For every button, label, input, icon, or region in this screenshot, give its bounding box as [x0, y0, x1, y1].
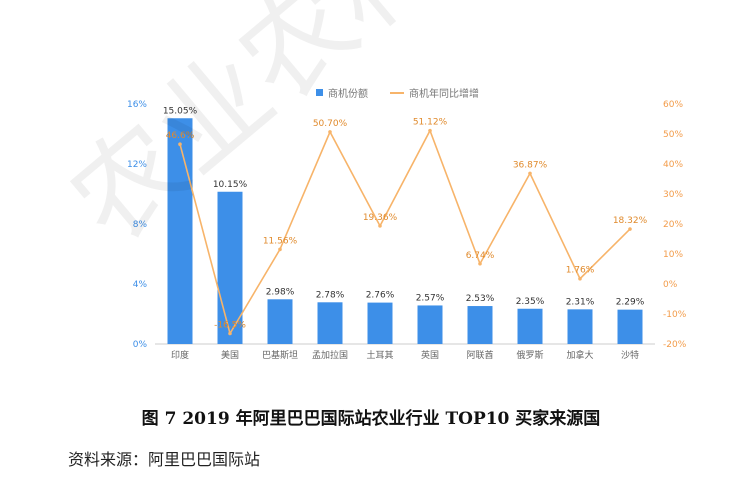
x-tick-label: 印度 — [171, 349, 189, 361]
y-right-tick-label: 10% — [663, 250, 683, 260]
bar — [267, 299, 293, 344]
figure-caption: 图 7 2019 年阿里巴巴国际站农业行业 TOP10 买家来源国 — [141, 409, 601, 429]
line-value-label: -16.5% — [214, 321, 246, 331]
bar — [567, 309, 593, 344]
line-point — [228, 331, 232, 336]
legend-item-line: 商机年同比增增 — [390, 85, 479, 100]
y-right-tick-label: 50% — [663, 130, 683, 140]
line-point — [528, 171, 532, 176]
line-point — [628, 227, 632, 231]
x-tick-label: 英国 — [421, 349, 439, 361]
legend-item-bar: 商机份额 — [316, 85, 368, 100]
bar-value-label: 2.76% — [366, 291, 395, 301]
line-point — [278, 247, 282, 252]
bar-value-label: 2.31% — [566, 297, 595, 307]
bar-value-label: 2.29% — [616, 298, 645, 308]
line-value-label: 1.76% — [566, 266, 595, 276]
bar-value-label: 2.78% — [316, 290, 345, 300]
bar — [417, 305, 443, 344]
x-tick-label: 巴基斯坦 — [262, 349, 298, 361]
line-value-label: 36.87% — [513, 160, 548, 170]
y-right-tick-label: 40% — [663, 160, 683, 170]
bar — [167, 118, 193, 344]
bar-value-label: 15.05% — [163, 106, 198, 116]
line-value-label: 51.12% — [413, 118, 448, 128]
legend-line-swatch — [390, 91, 404, 94]
line-point — [578, 276, 582, 281]
y-right-tick-label: 0% — [663, 280, 678, 290]
line-value-label: 19.36% — [363, 213, 398, 223]
line-point — [178, 142, 182, 146]
y-left-tick-label: 0% — [133, 340, 148, 350]
growth-line — [179, 128, 631, 336]
line-point — [478, 261, 482, 266]
bar-value-label: 2.57% — [416, 293, 445, 303]
y-left-tick-label: 8% — [133, 220, 148, 230]
bar-value-label: 2.98% — [266, 287, 295, 297]
x-tick-label: 俄罗斯 — [516, 349, 543, 361]
bar-value-label: 10.15% — [213, 180, 248, 190]
line-value-label: 6.74% — [466, 251, 495, 261]
x-tick-label: 孟加拉国 — [312, 349, 348, 361]
legend-bar-swatch — [316, 89, 323, 96]
y-left-tick-label: 12% — [127, 160, 147, 170]
bar — [367, 302, 393, 344]
legend-bar-label: 商机份额 — [328, 89, 368, 100]
y-left-tick-label: 4% — [133, 280, 148, 290]
bar — [517, 308, 543, 344]
line-point — [428, 128, 432, 133]
bar — [617, 309, 643, 344]
source-note: 资料来源：阿里巴巴国际站 — [68, 450, 261, 469]
x-tick-label: 加拿大 — [566, 349, 593, 361]
x-tick-label: 美国 — [221, 349, 239, 361]
legend-line-label: 商机年同比增增 — [409, 89, 479, 100]
line-value-label: 46.6% — [166, 131, 195, 141]
bar — [467, 306, 493, 344]
line-point — [378, 224, 382, 228]
line-value-label: 11.56% — [263, 236, 298, 246]
y-right-tick-label: 30% — [663, 190, 683, 200]
bar-value-label: 2.35% — [516, 297, 545, 307]
bar-value-label: 2.53% — [466, 294, 495, 304]
chart-legend: 商机份额 商机年同比增增 — [316, 85, 479, 100]
y-right-tick-label: -10% — [663, 310, 687, 320]
x-tick-label: 土耳其 — [366, 349, 393, 361]
y-right-tick-label: 20% — [663, 220, 683, 230]
y-right-tick-label: -20% — [663, 340, 687, 350]
x-tick-label: 阿联酋 — [466, 349, 493, 361]
line-value-label: 18.32% — [613, 216, 648, 226]
x-tick-label: 沙特 — [621, 349, 639, 361]
y-left-tick-label: 16% — [127, 100, 147, 110]
line-point — [328, 130, 332, 134]
line-value-label: 50.70% — [313, 119, 348, 129]
y-right-tick-label: 60% — [663, 100, 683, 110]
bar — [317, 302, 343, 344]
chart: 0% 4% 8% 12% 16% -20% -10% 0% 10% 20% 30% 40% 50% 60%… — [127, 100, 687, 361]
